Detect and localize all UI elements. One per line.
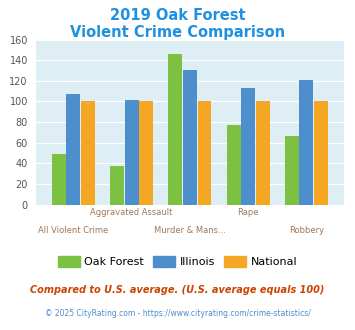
Bar <box>256 102 270 205</box>
Text: All Violent Crime: All Violent Crime <box>38 226 109 235</box>
Bar <box>110 166 124 205</box>
Text: 2019 Oak Forest: 2019 Oak Forest <box>110 8 245 23</box>
Text: Rape: Rape <box>237 208 259 217</box>
Bar <box>139 102 153 205</box>
Legend: Oak Forest, Illinois, National: Oak Forest, Illinois, National <box>53 251 302 271</box>
Text: Robbery: Robbery <box>289 226 324 235</box>
Text: Aggravated Assault: Aggravated Assault <box>91 208 173 217</box>
Bar <box>66 94 80 205</box>
Bar <box>168 54 182 205</box>
Text: Compared to U.S. average. (U.S. average equals 100): Compared to U.S. average. (U.S. average … <box>30 285 325 295</box>
Bar <box>183 70 197 205</box>
Bar <box>226 125 241 205</box>
Text: © 2025 CityRating.com - https://www.cityrating.com/crime-statistics/: © 2025 CityRating.com - https://www.city… <box>45 309 310 317</box>
Bar <box>81 102 95 205</box>
Bar <box>314 102 328 205</box>
Bar <box>197 102 212 205</box>
Bar <box>300 80 313 205</box>
Text: Violent Crime Comparison: Violent Crime Comparison <box>70 25 285 40</box>
Bar <box>241 88 255 205</box>
Bar <box>125 100 139 205</box>
Bar <box>285 136 299 205</box>
Bar <box>52 154 66 205</box>
Text: Murder & Mans...: Murder & Mans... <box>154 226 226 235</box>
